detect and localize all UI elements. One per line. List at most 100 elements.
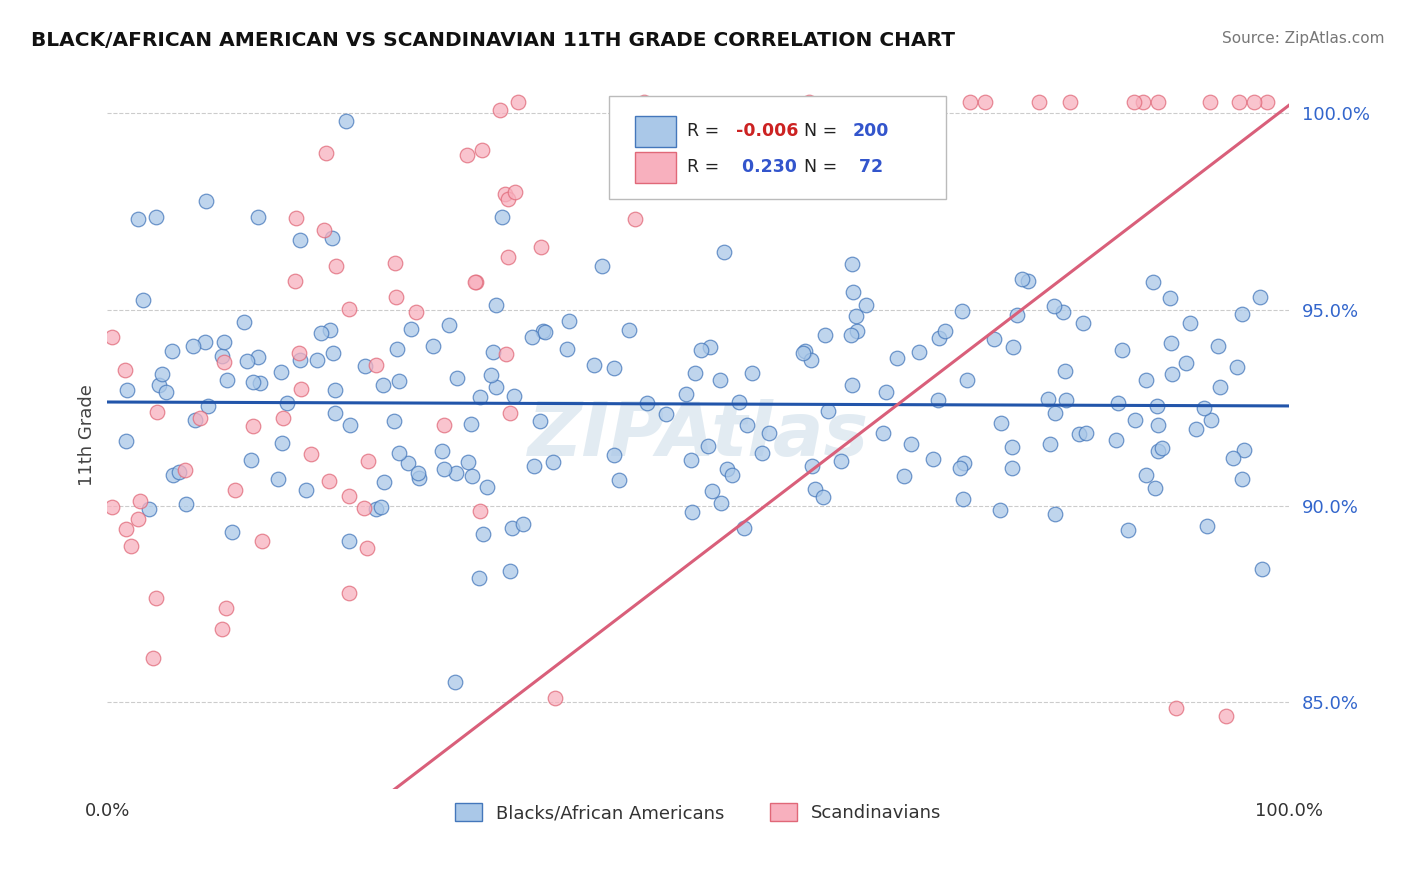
Point [456,147,478,161]
Point [1175,356,1198,370]
Point [433,418,456,433]
Point [148,378,170,392]
Point [713,244,735,259]
Point [1184,422,1206,436]
Point [495,347,517,361]
Point [928,330,950,344]
Point [174,463,197,477]
Point [1017,274,1039,288]
Point [583,358,606,372]
Point [603,361,626,376]
Point [295,483,318,497]
Point [288,233,311,247]
Point [498,251,520,265]
Text: ZIPAtlas: ZIPAtlas [527,399,869,472]
Point [751,446,773,460]
Point [284,211,307,226]
Point [197,399,219,413]
Point [252,534,274,549]
Point [633,95,655,109]
Point [167,465,190,479]
Point [471,143,494,157]
Point [529,414,551,428]
Point [558,314,581,328]
Point [233,315,256,329]
Point [114,434,136,448]
Point [1178,316,1201,330]
Point [1164,700,1187,714]
Point [461,468,484,483]
Point [491,211,513,225]
Point [1076,426,1098,441]
Point [356,541,378,556]
Point [385,343,408,357]
Point [145,210,167,224]
Point [1116,524,1139,538]
Point [1028,95,1050,109]
Point [893,469,915,483]
Point [523,458,546,473]
Point [356,453,378,467]
Point [1227,95,1250,109]
Point [591,260,613,274]
Point [1249,290,1271,304]
Point [468,570,491,584]
Point [337,534,360,549]
Point [555,342,578,356]
Point [312,223,335,237]
Point [872,425,894,440]
Point [430,443,453,458]
Point [1122,95,1144,109]
Point [602,448,624,462]
Point [855,298,877,312]
Point [214,601,236,615]
Point [323,406,346,420]
Point [1198,95,1220,109]
Point [636,395,658,409]
Point [1150,441,1173,455]
Point [950,303,973,318]
Point [1161,367,1184,381]
Point [299,447,322,461]
Point [623,211,645,226]
Point [737,417,759,432]
Point [457,455,479,469]
Point [321,230,343,244]
Point [530,240,553,254]
Point [433,462,456,476]
Point [194,194,217,208]
Point [792,346,814,360]
Point [841,378,863,392]
Point [399,321,422,335]
Point [267,472,290,486]
Point [160,344,183,359]
Legend: Blacks/African Americans, Scandinavians: Blacks/African Americans, Scandinavians [447,796,949,830]
Point [337,489,360,503]
Point [396,456,419,470]
Point [211,622,233,636]
Point [246,351,269,365]
Point [875,384,897,399]
Point [1107,396,1129,410]
Point [323,384,346,398]
Point [1135,468,1157,483]
Text: -0.006: -0.006 [735,122,799,140]
Point [494,186,516,201]
Text: R =: R = [688,122,725,140]
Bar [636,152,676,183]
Point [464,275,486,289]
Point [482,344,505,359]
Point [841,257,863,271]
Point [1147,443,1170,458]
Point [800,353,823,368]
Text: 200: 200 [853,122,889,140]
Point [120,539,142,553]
Point [846,324,869,338]
Point [468,391,491,405]
Point [460,417,482,431]
Point [956,373,979,387]
Text: Source: ZipAtlas.com: Source: ZipAtlas.com [1222,31,1385,46]
Point [145,405,167,419]
Point [479,368,502,382]
Point [512,517,534,532]
